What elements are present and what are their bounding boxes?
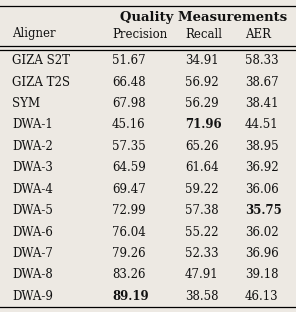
Text: 36.96: 36.96: [245, 247, 279, 260]
Text: DWA-8: DWA-8: [12, 268, 53, 281]
Text: 57.35: 57.35: [112, 140, 146, 153]
Text: 46.13: 46.13: [245, 290, 279, 303]
Text: SYM: SYM: [12, 97, 40, 110]
Text: 71.96: 71.96: [185, 119, 222, 131]
Text: 39.18: 39.18: [245, 268, 279, 281]
Text: 36.02: 36.02: [245, 226, 279, 239]
Text: 55.22: 55.22: [185, 226, 218, 239]
Text: 45.16: 45.16: [112, 119, 146, 131]
Text: DWA-3: DWA-3: [12, 161, 53, 174]
Text: 47.91: 47.91: [185, 268, 219, 281]
Text: DWA-2: DWA-2: [12, 140, 53, 153]
Text: 65.26: 65.26: [185, 140, 219, 153]
Text: 34.91: 34.91: [185, 54, 219, 67]
Text: 56.92: 56.92: [185, 76, 219, 89]
Text: Quality Measurements: Quality Measurements: [120, 12, 287, 25]
Text: 64.59: 64.59: [112, 161, 146, 174]
Text: 56.29: 56.29: [185, 97, 219, 110]
Text: 89.19: 89.19: [112, 290, 149, 303]
Text: 59.22: 59.22: [185, 183, 218, 196]
Text: Recall: Recall: [185, 27, 222, 41]
Text: Aligner: Aligner: [12, 27, 56, 41]
Text: 51.67: 51.67: [112, 54, 146, 67]
Text: 79.26: 79.26: [112, 247, 146, 260]
Text: 38.95: 38.95: [245, 140, 279, 153]
Text: DWA-7: DWA-7: [12, 247, 53, 260]
Text: 36.06: 36.06: [245, 183, 279, 196]
Text: DWA-5: DWA-5: [12, 204, 53, 217]
Text: 58.33: 58.33: [245, 54, 279, 67]
Text: 38.41: 38.41: [245, 97, 279, 110]
Text: 38.67: 38.67: [245, 76, 279, 89]
Text: 72.99: 72.99: [112, 204, 146, 217]
Text: 36.92: 36.92: [245, 161, 279, 174]
Text: 76.04: 76.04: [112, 226, 146, 239]
Text: 44.51: 44.51: [245, 119, 279, 131]
Text: DWA-6: DWA-6: [12, 226, 53, 239]
Text: 35.75: 35.75: [245, 204, 282, 217]
Text: 83.26: 83.26: [112, 268, 146, 281]
Text: DWA-9: DWA-9: [12, 290, 53, 303]
Text: Precision: Precision: [112, 27, 167, 41]
Text: 52.33: 52.33: [185, 247, 219, 260]
Text: 67.98: 67.98: [112, 97, 146, 110]
Text: DWA-4: DWA-4: [12, 183, 53, 196]
Text: GIZA T2S: GIZA T2S: [12, 76, 70, 89]
Text: GIZA S2T: GIZA S2T: [12, 54, 70, 67]
Text: 69.47: 69.47: [112, 183, 146, 196]
Text: AER: AER: [245, 27, 271, 41]
Text: 66.48: 66.48: [112, 76, 146, 89]
Text: 38.58: 38.58: [185, 290, 218, 303]
Text: DWA-1: DWA-1: [12, 119, 53, 131]
Text: 57.38: 57.38: [185, 204, 219, 217]
Text: 61.64: 61.64: [185, 161, 219, 174]
